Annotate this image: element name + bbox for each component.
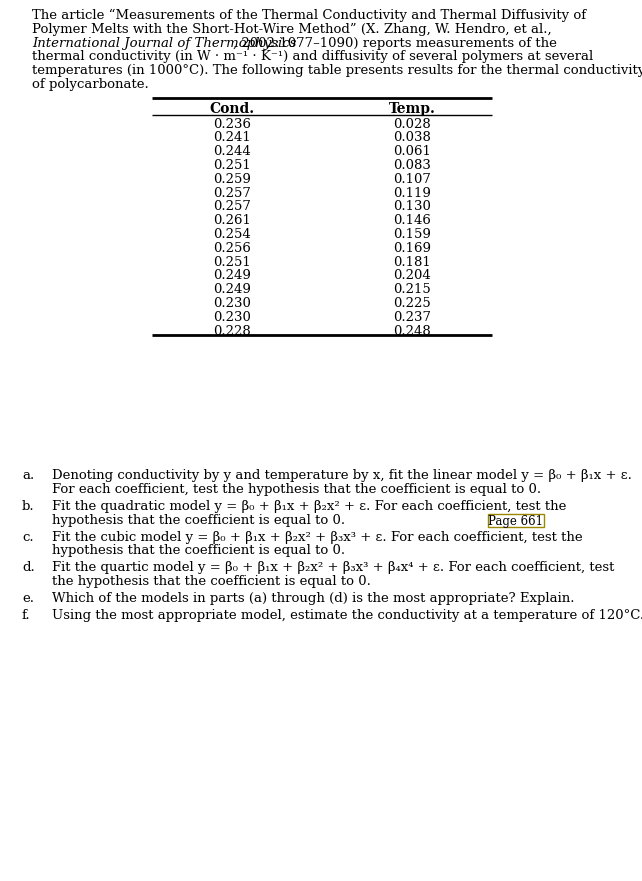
Text: 0.254: 0.254 [213,228,251,241]
Text: 0.261: 0.261 [213,214,251,227]
Text: 0.038: 0.038 [393,131,431,144]
Text: the hypothesis that the coefficient is equal to 0.: the hypothesis that the coefficient is e… [52,575,371,589]
Text: 0.225: 0.225 [393,297,431,310]
Text: , 2002:1077–1090) reports measurements of the: , 2002:1077–1090) reports measurements o… [233,37,557,49]
Text: 0.241: 0.241 [213,131,251,144]
Text: 0.249: 0.249 [213,270,251,283]
Text: b.: b. [22,500,35,513]
Text: Fit the quartic model y = β₀ + β₁x + β₂x² + β₃x³ + β₄x⁴ + ε. For each coefficien: Fit the quartic model y = β₀ + β₁x + β₂x… [52,561,614,574]
Text: Polymer Melts with the Short-Hot-Wire Method” (X. Zhang, W. Hendro, et al.,: Polymer Melts with the Short-Hot-Wire Me… [32,23,551,36]
Text: The article “Measurements of the Thermal Conductivity and Thermal Diffusivity of: The article “Measurements of the Thermal… [32,9,586,22]
Text: thermal conductivity (in W · m⁻¹ · K⁻¹) and diffusivity of several polymers at s: thermal conductivity (in W · m⁻¹ · K⁻¹) … [32,50,593,63]
Text: 0.159: 0.159 [393,228,431,241]
Text: 0.257: 0.257 [213,187,251,200]
Text: 0.146: 0.146 [393,214,431,227]
Text: c.: c. [22,530,33,544]
Text: 0.228: 0.228 [213,324,251,337]
Text: Which of the models in parts (a) through (d) is the most appropriate? Explain.: Which of the models in parts (a) through… [52,592,575,605]
Text: e.: e. [22,592,34,605]
Text: 0.204: 0.204 [393,270,431,283]
Text: 0.181: 0.181 [393,255,431,269]
Text: Denoting conductivity by y and temperature by x, fit the linear model y = β₀ + β: Denoting conductivity by y and temperatu… [52,470,632,483]
Text: 0.119: 0.119 [393,187,431,200]
Text: 0.259: 0.259 [213,173,251,186]
Text: Cond.: Cond. [209,102,255,115]
Text: Fit the quadratic model y = β₀ + β₁x + β₂x² + ε. For each coefficient, test the: Fit the quadratic model y = β₀ + β₁x + β… [52,500,566,513]
Text: a.: a. [22,470,34,483]
Text: International Journal of Thermophysics: International Journal of Thermophysics [32,37,297,49]
Text: hypothesis that the coefficient is equal to 0.: hypothesis that the coefficient is equal… [52,514,345,527]
Text: Fit the cubic model y = β₀ + β₁x + β₂x² + β₃x³ + ε. For each coefficient, test t: Fit the cubic model y = β₀ + β₁x + β₂x² … [52,530,583,544]
Text: hypothesis that the coefficient is equal to 0.: hypothesis that the coefficient is equal… [52,544,345,558]
Text: Temp.: Temp. [388,102,435,115]
Text: 0.230: 0.230 [213,311,251,324]
Text: 0.028: 0.028 [393,117,431,130]
Text: 0.236: 0.236 [213,117,251,130]
Text: 0.083: 0.083 [393,159,431,172]
Text: 0.215: 0.215 [393,283,431,296]
Text: 0.169: 0.169 [393,241,431,255]
Text: temperatures (in 1000°C). The following table presents results for the thermal c: temperatures (in 1000°C). The following … [32,64,642,78]
Text: of polycarbonate.: of polycarbonate. [32,78,149,91]
Text: 0.230: 0.230 [213,297,251,310]
Text: 0.257: 0.257 [213,200,251,213]
Text: 0.107: 0.107 [393,173,431,186]
Text: Using the most appropriate model, estimate the conductivity at a temperature of : Using the most appropriate model, estima… [52,609,642,622]
Text: 0.061: 0.061 [393,145,431,159]
Text: d.: d. [22,561,35,574]
Text: 0.251: 0.251 [213,159,251,172]
Text: 0.256: 0.256 [213,241,251,255]
Text: 0.130: 0.130 [393,200,431,213]
Text: Page 661: Page 661 [489,515,544,528]
Bar [488,514,544,527]
Text: 0.248: 0.248 [393,324,431,337]
Text: 0.244: 0.244 [213,145,251,159]
Text: 0.237: 0.237 [393,311,431,324]
Text: 0.251: 0.251 [213,255,251,269]
Text: f.: f. [22,609,31,622]
Text: 0.249: 0.249 [213,283,251,296]
Text: For each coefficient, test the hypothesis that the coefficient is equal to 0.: For each coefficient, test the hypothesi… [52,484,541,496]
